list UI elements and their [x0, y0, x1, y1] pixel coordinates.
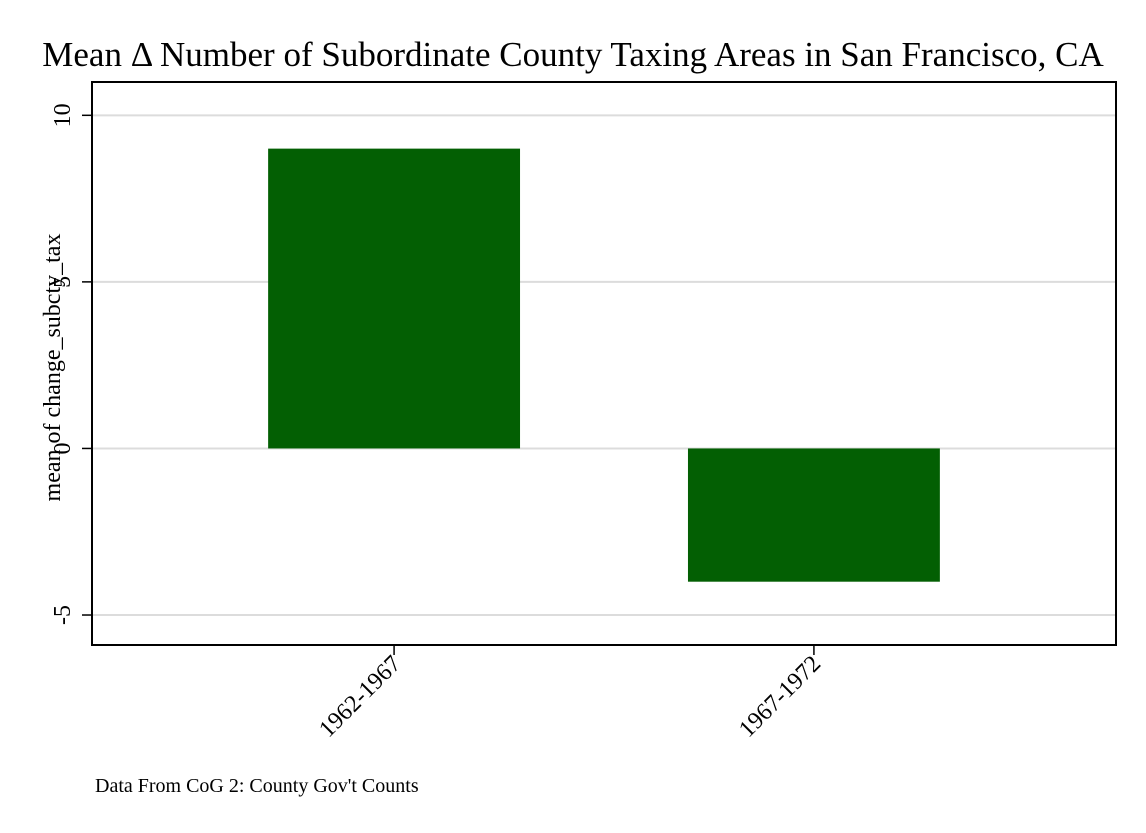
y-axis-ticks: -5 0 5 10: [50, 103, 92, 625]
y-tick-label: -5: [50, 605, 76, 625]
plot-frame: [91, 81, 1117, 646]
y-tick-label: 10: [50, 103, 76, 127]
bars: [268, 148, 940, 582]
bar-1962-1967: [268, 148, 521, 449]
chart-title: Mean Δ Number of Subordinate County Taxi…: [42, 35, 1104, 74]
x-tick-label: 1962-1967: [314, 651, 406, 743]
y-tick-label: 5: [50, 276, 76, 288]
x-tick-label: 1967-1972: [734, 651, 826, 743]
y-tick-label: 0: [50, 442, 76, 454]
bar-1967-1972: [687, 448, 940, 582]
x-axis-ticks: 1962-1967 1967-1972: [314, 645, 826, 743]
gridlines: [92, 114, 1116, 617]
y-axis-label: mean of change_subcty_tax: [40, 234, 66, 502]
source-note: Data From CoG 2: County Gov't Counts: [95, 775, 419, 797]
